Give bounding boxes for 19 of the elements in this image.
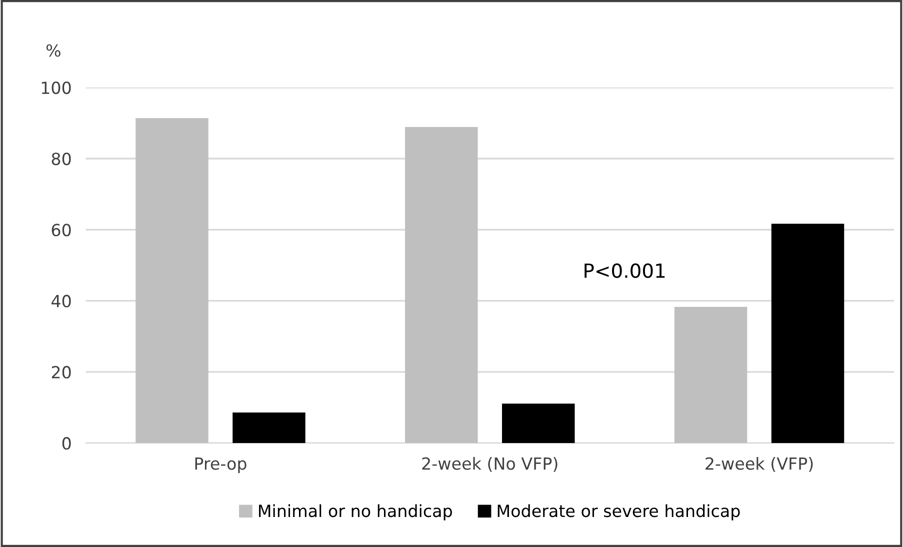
bar: [136, 118, 208, 444]
bar: [502, 404, 575, 444]
bar: [405, 126, 478, 444]
bar: [771, 224, 844, 444]
y-tick-label: 60: [52, 224, 71, 236]
bar: [232, 412, 306, 444]
legend-label: Minimal or no handicap: [259, 504, 452, 520]
y-tick-label: 40: [52, 294, 71, 308]
annotation: P<0.001: [584, 263, 665, 278]
bar: [674, 306, 748, 444]
x-tick-label: 2-week (No VFP): [422, 456, 558, 472]
y-axis-title: %: [46, 44, 60, 57]
legend-label: Moderate or severe handicap: [498, 504, 740, 520]
x-tick-label: Pre-op: [195, 457, 246, 474]
x-tick-label: 2-week (VFP): [706, 456, 813, 472]
y-tick-label: 20: [52, 366, 71, 379]
y-tick-label: 0: [62, 437, 71, 450]
y-tick-label: 80: [52, 152, 71, 166]
y-tick-label: 100: [42, 81, 71, 94]
